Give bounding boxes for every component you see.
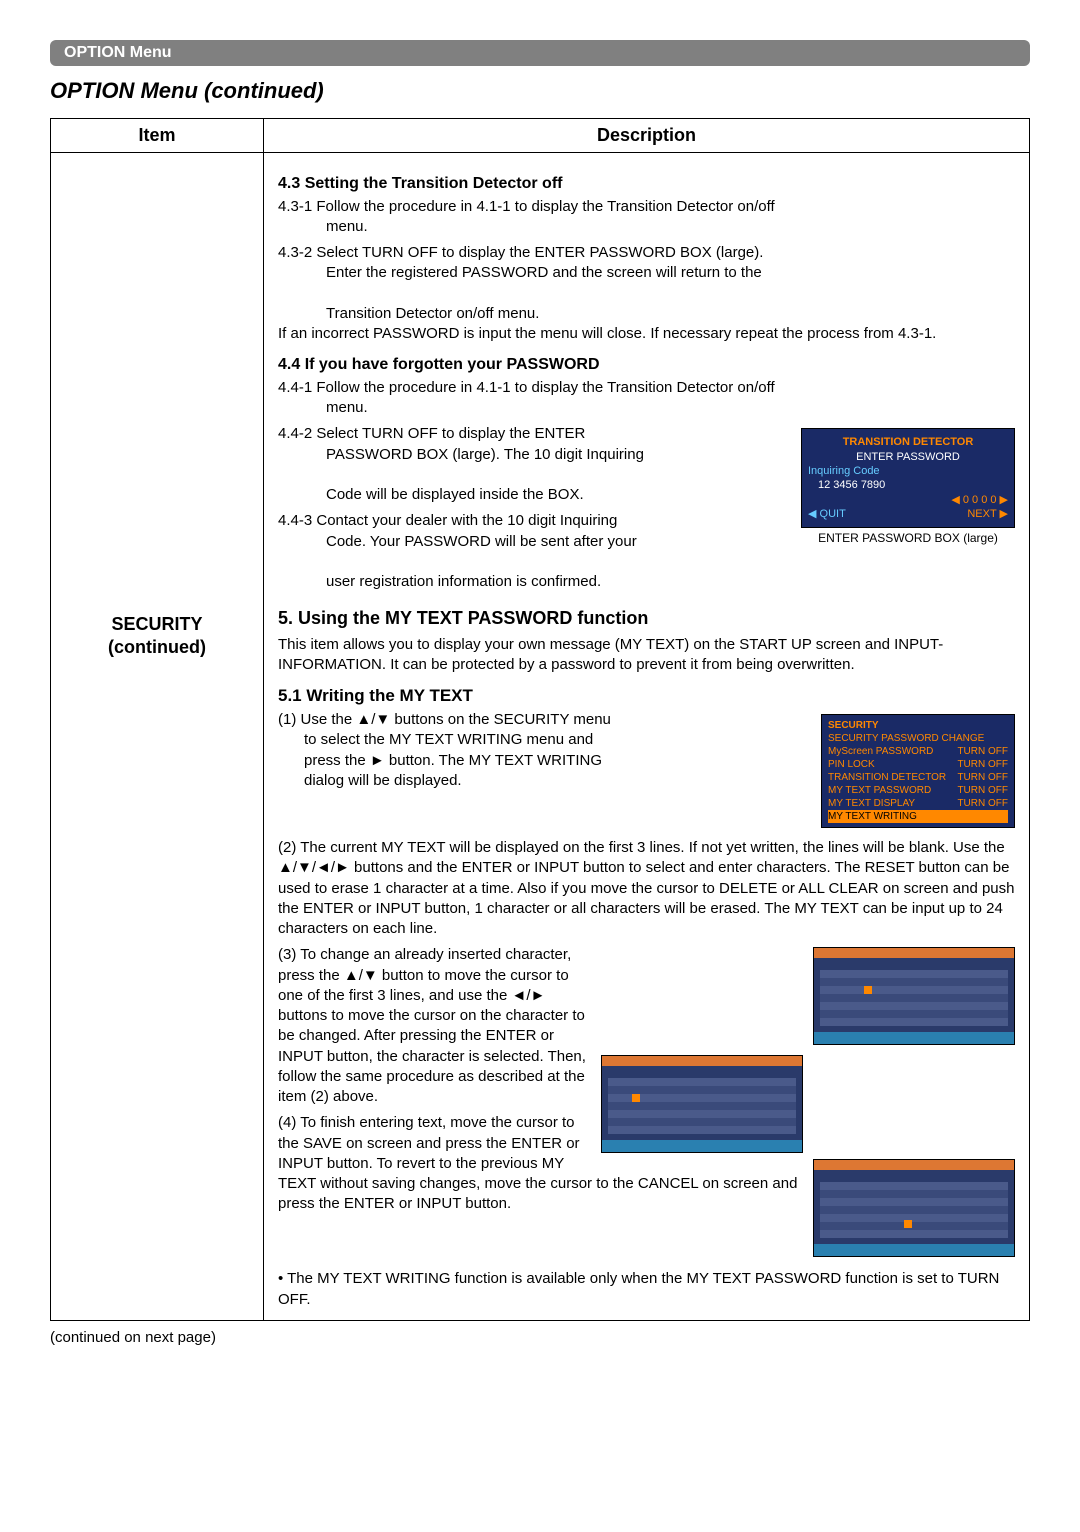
- text: 4.3-1 Follow the procedure in 4.1-1 to d…: [278, 198, 775, 215]
- footer: (continued on next page): [50, 1329, 1030, 1346]
- item-label-2: (continued): [108, 637, 206, 657]
- text: (1) Use the ▲/▼ buttons on the SECURITY …: [278, 711, 611, 728]
- text: dialog will be displayed.: [304, 771, 462, 791]
- secmenu-val: TURN OFF: [957, 784, 1008, 797]
- para-5-1-note: • The MY TEXT WRITING function is availa…: [278, 1269, 1015, 1310]
- passbox-inq-code: 12 3456 7890: [818, 478, 1008, 492]
- secmenu-row-selected: MY TEXT WRITING: [828, 810, 1008, 823]
- secmenu-val: TURN OFF: [957, 771, 1008, 784]
- passbox-title: TRANSITION DETECTOR: [808, 435, 1008, 449]
- security-menu-figure: SECURITY SECURITY PASSWORD CHANGE MyScre…: [821, 714, 1015, 828]
- secmenu-row: MY TEXT PASSWORD: [828, 784, 931, 797]
- description-cell: 4.3 Setting the Transition Detector off …: [264, 153, 1030, 1321]
- text: press the ► button. The MY TEXT WRITING: [304, 751, 602, 771]
- password-box: TRANSITION DETECTOR ENTER PASSWORD Inqui…: [801, 428, 1015, 528]
- passbox-digits: ◀ 0 0 0 0 ▶: [808, 493, 1008, 507]
- security-menu-box: SECURITY SECURITY PASSWORD CHANGE MyScre…: [821, 714, 1015, 828]
- secmenu-header: SECURITY: [828, 719, 1008, 732]
- keyboard-figure-1: [813, 947, 1015, 1045]
- passbox-quit: ◀ QUIT: [808, 507, 846, 521]
- secmenu-row: MY TEXT DISPLAY: [828, 797, 915, 810]
- heading-5-1: 5.1 Writing the MY TEXT: [278, 685, 1015, 708]
- item-label-1: SECURITY: [111, 614, 202, 634]
- text: 4.4-2 Select TURN OFF to display the ENT…: [278, 425, 585, 442]
- heading-5: 5. Using the MY TEXT PASSWORD function: [278, 606, 1015, 630]
- secmenu-row: TRANSITION DETECTOR: [828, 771, 946, 784]
- password-box-figure: TRANSITION DETECTOR ENTER PASSWORD Inqui…: [801, 428, 1015, 546]
- heading-4-4: 4.4 If you have forgotten your PASSWORD: [278, 354, 1015, 376]
- footer-text: (continued on next page): [50, 1329, 216, 1346]
- para-4-3-3: If an incorrect PASSWORD is input the me…: [278, 324, 1015, 344]
- page-title: OPTION Menu (continued): [50, 78, 1030, 104]
- secmenu-row: PIN LOCK: [828, 758, 875, 771]
- keyboard-figure-2: [601, 1055, 803, 1153]
- keyboard-figure-3: [813, 1159, 1015, 1257]
- secmenu-val: TURN OFF: [957, 745, 1008, 758]
- text: user registration information is confirm…: [326, 572, 1015, 592]
- text: 4.3-2 Select TURN OFF to display the ENT…: [278, 244, 763, 261]
- para-5-1-2: (2) The current MY TEXT will be displaye…: [278, 838, 1015, 939]
- para-4-4-1: 4.4-1 Follow the procedure in 4.1-1 to d…: [278, 378, 1015, 419]
- option-table: Item Description SECURITY (continued) 4.…: [50, 118, 1030, 1321]
- text: menu.: [326, 217, 1015, 237]
- passbox-caption: ENTER PASSWORD BOX (large): [801, 530, 1015, 546]
- passbox-next: NEXT ▶: [967, 507, 1008, 521]
- secmenu-row: SECURITY PASSWORD CHANGE: [828, 732, 984, 745]
- text: Transition Detector on/off menu.: [326, 304, 1015, 324]
- col-header-item: Item: [51, 119, 264, 153]
- para-4-3-1: 4.3-1 Follow the procedure in 4.1-1 to d…: [278, 197, 1015, 238]
- para-4-3-2: 4.3-2 Select TURN OFF to display the ENT…: [278, 243, 1015, 324]
- para-5-intro: This item allows you to display your own…: [278, 635, 1015, 676]
- text: 4.4-1 Follow the procedure in 4.1-1 to d…: [278, 379, 775, 396]
- passbox-inq-label: Inquiring Code: [808, 464, 1008, 478]
- text: 4.4-3 Contact your dealer with the 10 di…: [278, 512, 617, 529]
- text: menu.: [326, 398, 1015, 418]
- secmenu-row: MyScreen PASSWORD: [828, 745, 933, 758]
- heading-4-3: 4.3 Setting the Transition Detector off: [278, 173, 1015, 195]
- col-header-desc: Description: [264, 119, 1030, 153]
- text: Enter the registered PASSWORD and the sc…: [326, 263, 1015, 283]
- secmenu-val: TURN OFF: [957, 758, 1008, 771]
- text: to select the MY TEXT WRITING menu and: [304, 730, 593, 750]
- secmenu-val: TURN OFF: [957, 797, 1008, 810]
- passbox-subtitle: ENTER PASSWORD: [808, 450, 1008, 464]
- item-cell-security: SECURITY (continued): [51, 153, 264, 1321]
- option-menu-bar: OPTION Menu: [50, 40, 1030, 66]
